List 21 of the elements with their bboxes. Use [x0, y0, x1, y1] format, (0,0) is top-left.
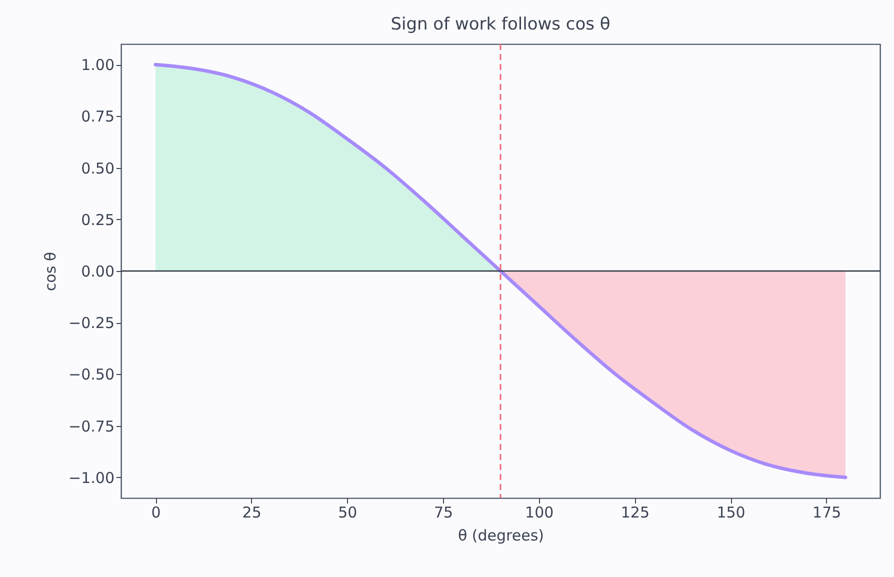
y-tick-label: −1.00: [68, 468, 114, 487]
y-tick-label: −0.25: [68, 314, 114, 332]
x-tick-label: 175: [812, 504, 842, 522]
x-axis-title: θ (degrees): [458, 526, 544, 544]
y-tick-label: 0.25: [81, 210, 114, 229]
x-tick-label: 150: [716, 504, 746, 522]
x-tick-label: 125: [620, 504, 650, 522]
y-tick-label: −0.50: [68, 366, 114, 384]
y-tick-label: 0.50: [81, 159, 114, 178]
y-axis-title: cos θ: [42, 252, 60, 292]
x-tick-label: 50: [338, 504, 358, 522]
y-tick-label: 1.00: [81, 56, 114, 74]
x-tick-label: 75: [434, 504, 454, 522]
chart-title: Sign of work follows cos θ: [390, 14, 610, 34]
x-tick-label: 0: [151, 504, 161, 522]
y-tick-label: 0.75: [81, 108, 114, 126]
x-tick-label: 100: [525, 504, 554, 522]
y-tick-label: −0.75: [68, 417, 114, 436]
y-tick-label: 0.00: [81, 262, 114, 280]
x-tick-label: 25: [242, 504, 262, 522]
line-series: [154, 62, 848, 480]
